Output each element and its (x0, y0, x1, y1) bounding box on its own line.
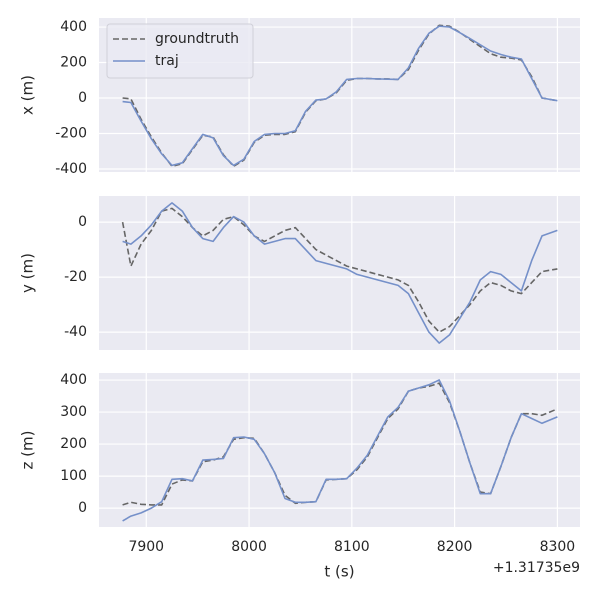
y-tick-label: -400 (55, 161, 87, 177)
data-line (122, 25, 558, 167)
y-tick-label: 200 (60, 55, 87, 71)
legend-label: traj (155, 53, 179, 69)
plot-lines (122, 379, 558, 522)
x-tick-label: 8300 (540, 539, 576, 555)
y-tick-label: 400 (60, 372, 87, 388)
y-axis-label: y (m) (19, 253, 37, 293)
data-line (122, 379, 558, 522)
plot-background (99, 196, 580, 350)
y-tick-label: 0 (78, 90, 87, 106)
y-tick-label: -40 (64, 324, 87, 340)
plot-lines (121, 202, 558, 344)
y-tick-label: 0 (78, 500, 87, 516)
y-tick-label: 100 (60, 468, 87, 484)
plot-background (99, 373, 580, 527)
x-offset-label: +1.31735e9 (493, 560, 580, 576)
y-tick-label: -200 (55, 126, 87, 142)
x-tick-label: 7900 (128, 539, 164, 555)
y-axis-label: x (m) (19, 75, 37, 115)
x-tick-label: 8100 (334, 539, 370, 555)
x-axis-label: t (s) (324, 563, 354, 581)
y-tick-label: 200 (60, 436, 87, 452)
data-line (122, 202, 558, 344)
y-axis-label: z (m) (19, 431, 37, 470)
x-tick-label: 8000 (231, 539, 267, 555)
y-tick-label: 300 (60, 404, 87, 420)
x-tick-label: 8200 (437, 539, 473, 555)
y-tick-label: 400 (60, 19, 87, 35)
plot-lines (122, 24, 558, 168)
legend-box (106, 23, 254, 79)
legend-label: groundtruth (155, 31, 239, 47)
y-tick-label: -20 (64, 269, 87, 285)
y-tick-label: 0 (78, 214, 87, 230)
